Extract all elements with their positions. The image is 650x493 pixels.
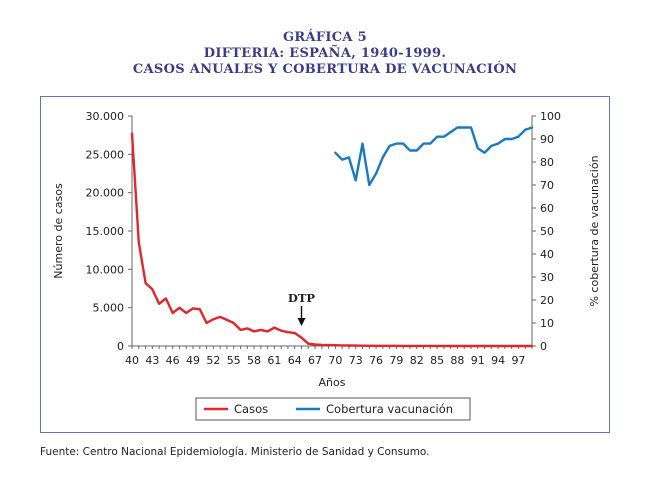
- y2-tick-label: 40: [540, 248, 554, 261]
- x-tick-label: 85: [430, 354, 444, 367]
- chart-title-line-3: CASOS ANUALES Y COBERTURA DE VACUNACIÓN: [132, 62, 518, 77]
- y-tick-label: 20.000: [86, 187, 125, 200]
- x-tick-label: 94: [491, 354, 505, 367]
- x-tick-label: 70: [328, 354, 342, 367]
- x-tick-label: 97: [511, 354, 525, 367]
- series-line-cobertura: [334, 126, 534, 187]
- y-tick-label: 10.000: [86, 263, 125, 276]
- dtp-arrow-head: [297, 318, 306, 326]
- x-tick-label: 67: [308, 354, 322, 367]
- x-tick-label: 49: [186, 354, 200, 367]
- y-axis-title: Número de casos: [52, 183, 65, 279]
- y2-tick-label: 70: [540, 179, 554, 192]
- y2-tick-label: 90: [540, 133, 554, 146]
- source-note: Fuente: Centro Nacional Epidemiología. M…: [40, 446, 430, 458]
- x-tick-label: 40: [125, 354, 139, 367]
- legend-box: [195, 397, 471, 421]
- y-tick-label: 5.000: [93, 302, 125, 315]
- x-tick-label: 58: [247, 354, 261, 367]
- y2-tick-label: 0: [540, 340, 547, 353]
- x-tick-label: 43: [145, 354, 159, 367]
- y2-tick-label: 30: [540, 271, 554, 284]
- y-tick-label: 25.000: [86, 148, 125, 161]
- legend-label-casos: Casos: [234, 402, 268, 416]
- y-tick-label: 15.000: [86, 225, 125, 238]
- x-tick-label: 82: [410, 354, 424, 367]
- legend-label-cobertura: Cobertura vacunación: [326, 402, 453, 416]
- x-tick-label: 91: [471, 354, 485, 367]
- chart-title-block: GRÁFICA 5 DIFTERIA: ESPAÑA, 1940-1999. C…: [0, 30, 650, 78]
- series-line-casos: [130, 132, 534, 348]
- x-tick-label: 64: [288, 354, 302, 367]
- chart-title-line-1: GRÁFICA 5: [282, 30, 367, 45]
- x-tick-label: 52: [206, 354, 220, 367]
- dtp-annotation-label: DTP: [288, 291, 316, 305]
- chart-title-line-2: DIFTERIA: ESPAÑA, 1940-1999.: [203, 46, 447, 61]
- x-tick-label: 73: [349, 354, 363, 367]
- y2-tick-label: 100: [540, 110, 561, 123]
- x-tick-label: 61: [267, 354, 281, 367]
- x-axis-title: Años: [319, 376, 346, 389]
- x-tick-label: 55: [227, 354, 241, 367]
- y2-tick-label: 80: [540, 156, 554, 169]
- y2-tick-label: 60: [540, 202, 554, 215]
- y2-tick-label: 50: [540, 225, 554, 238]
- y2-tick-label: 20: [540, 294, 554, 307]
- y2-axis-title: % cobertura de vacunación: [588, 155, 601, 306]
- y-tick-label: 30.000: [86, 110, 125, 123]
- y-tick-label: 0: [117, 340, 124, 353]
- x-tick-label: 88: [450, 354, 464, 367]
- x-tick-label: 46: [166, 354, 180, 367]
- y2-tick-label: 10: [540, 317, 554, 330]
- x-tick-label: 79: [389, 354, 403, 367]
- x-tick-label: 76: [369, 354, 383, 367]
- chart-frame: [40, 96, 610, 433]
